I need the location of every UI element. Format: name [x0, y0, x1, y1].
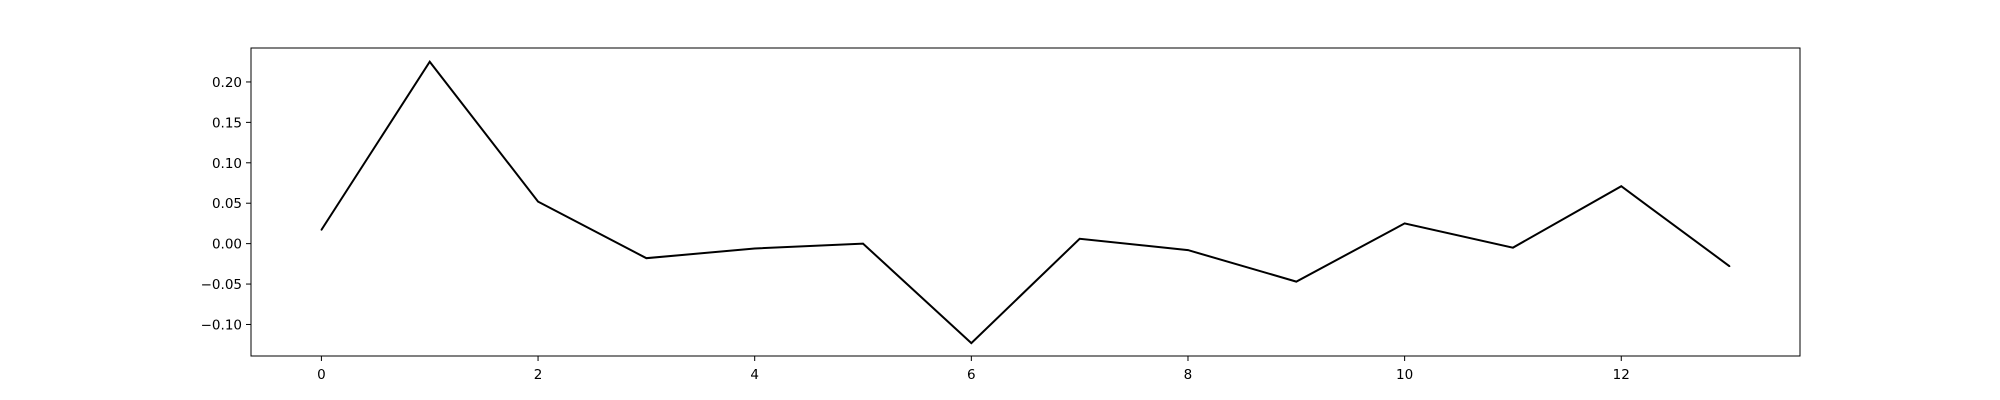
data-points [320, 60, 1731, 344]
x-tick-label: 8 [1184, 367, 1193, 383]
data-point [1295, 280, 1298, 283]
data-point [320, 229, 323, 231]
data-point [428, 60, 431, 63]
data-point [862, 242, 864, 245]
y-tick-label: 0.00 [212, 237, 242, 253]
data-point [1187, 249, 1189, 251]
y-tick-label: 0.05 [212, 196, 242, 212]
plot-frame [250, 47, 1801, 357]
data-point [970, 342, 973, 344]
y-tick-label: 0.15 [212, 115, 242, 131]
x-tick-label: 2 [534, 367, 543, 383]
data-point [753, 247, 756, 250]
data-point [1728, 265, 1731, 268]
x-tick-label: 12 [1613, 367, 1630, 383]
data-point [537, 200, 539, 203]
y-tick-label: −0.10 [201, 317, 242, 333]
x-tick-label: 0 [317, 367, 326, 383]
series-line [320, 60, 1731, 345]
x-axis: 0 2 4 6 8 10 12 [317, 356, 1630, 383]
y-tick-label: 0.10 [212, 156, 242, 172]
x-tick-label: 4 [750, 367, 759, 383]
data-point [1620, 185, 1623, 188]
data-point [1512, 246, 1514, 249]
y-tick-label: 0.20 [212, 75, 242, 91]
x-tick-label: 6 [967, 367, 976, 383]
data-point [645, 257, 648, 259]
data-point [1403, 222, 1406, 225]
x-tick-label: 10 [1396, 367, 1413, 383]
y-axis: −0.10 −0.05 0.00 0.05 0.10 0.15 0.20 [201, 75, 251, 333]
y-tick-label: −0.05 [201, 277, 242, 293]
data-point [1078, 237, 1081, 240]
